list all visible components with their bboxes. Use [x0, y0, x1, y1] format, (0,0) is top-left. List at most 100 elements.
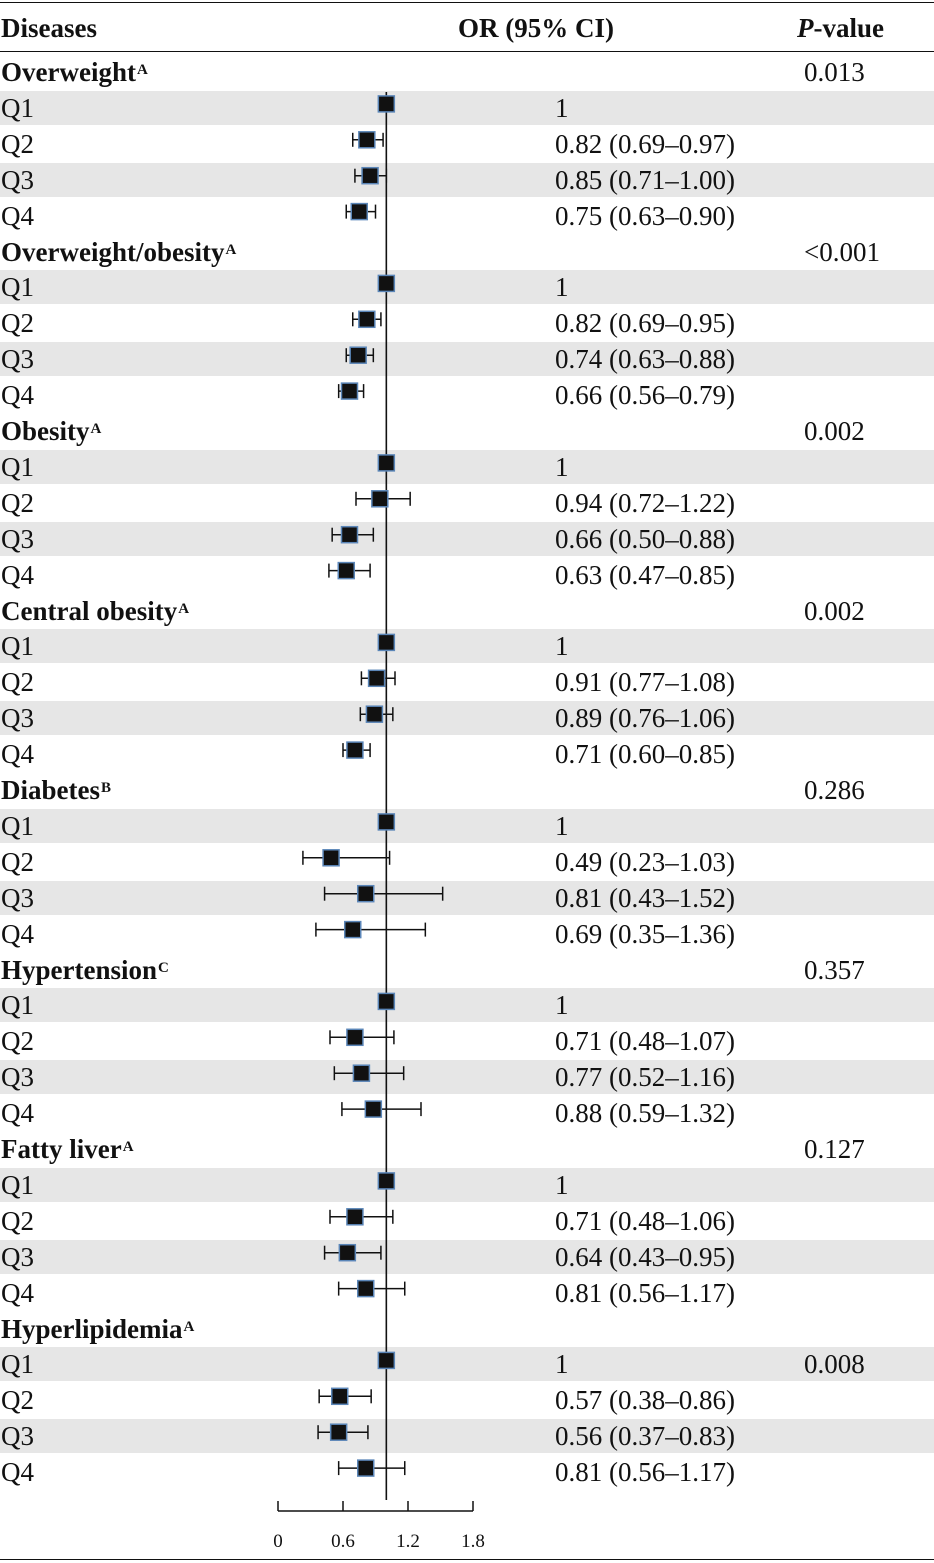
or-marker [331, 1387, 349, 1406]
row-band [0, 162, 934, 197]
or-ci-value: 0.82 (0.69–0.95) [555, 308, 735, 339]
quartile-label: Q3 [1, 1421, 34, 1452]
quartile-label: Q1 [1, 272, 34, 303]
group-name: Central obesity [1, 595, 178, 626]
bottom-rule [0, 1559, 934, 1560]
or-ci-value: 0.66 (0.50–0.88) [555, 523, 735, 554]
quartile-label: Q4 [1, 1277, 34, 1308]
x-tick-label: 1.2 [396, 1531, 420, 1552]
quartile-label: Q1 [1, 810, 34, 841]
or-ci-value: 0.88 (0.59–1.32) [555, 1098, 735, 1129]
or-ci-value: 0.49 (0.23–1.03) [555, 846, 735, 877]
group-footnote-mark: A [122, 1139, 134, 1155]
or-ci-value: 0.71 (0.48–1.06) [555, 1205, 735, 1236]
or-ci-value: 0.63 (0.47–0.85) [555, 559, 735, 590]
or-ci-value: 0.94 (0.72–1.22) [555, 487, 735, 518]
group-footnote-mark: C [158, 959, 169, 976]
or-marker [340, 525, 359, 544]
or-ci-value: 0.69 (0.35–1.36) [555, 918, 735, 949]
p-value: 0.127 [804, 1134, 865, 1164]
p-value: 0.008 [804, 1349, 865, 1380]
or-marker [340, 382, 359, 400]
group-label: HypertensionC [1, 952, 169, 988]
or-marker [346, 1028, 364, 1047]
or-marker [377, 992, 396, 1011]
or-marker [346, 741, 364, 759]
row-band [0, 629, 934, 664]
quartile-label: Q3 [1, 523, 34, 554]
or-ci-value: 0.64 (0.43–0.95) [555, 1241, 735, 1272]
or-marker [367, 669, 386, 688]
row-band [0, 1239, 934, 1274]
or-marker [346, 1208, 364, 1226]
row-band [0, 521, 934, 556]
or-marker [358, 310, 376, 329]
group-label: Overweight/obesityA [1, 234, 236, 270]
row-band [0, 880, 934, 915]
group-footnote-mark: A [136, 62, 148, 78]
row-band [0, 1347, 934, 1382]
or-marker [377, 1351, 396, 1370]
quartile-label: Q1 [1, 451, 34, 482]
quartile-label: Q4 [1, 1457, 34, 1488]
row-band [0, 701, 934, 736]
or-ci-value: 0.75 (0.63–0.90) [555, 200, 735, 231]
or-ci-value: 0.57 (0.38–0.86) [555, 1385, 735, 1416]
group-footnote-mark: A [225, 241, 237, 258]
or-ci-value: 1 [555, 810, 569, 841]
or-marker [350, 202, 368, 221]
quartile-label: Q2 [1, 1026, 34, 1057]
or-ci-value: 1 [555, 272, 569, 303]
group-name: Hypertension [1, 954, 158, 985]
quartile-label: Q4 [1, 200, 34, 231]
group-name: Overweight [1, 57, 136, 87]
column-header-diseases: Diseases [1, 13, 97, 43]
x-tick-label: 1.8 [461, 1531, 485, 1552]
quartile-label: Q3 [1, 1241, 34, 1272]
quartile-label: Q2 [1, 667, 34, 698]
or-ci-value: 0.91 (0.77–1.08) [555, 667, 735, 698]
group-footnote-mark: A [90, 421, 102, 437]
row-band [0, 1060, 934, 1095]
quartile-label: Q3 [1, 344, 34, 375]
p-value: 0.013 [804, 57, 865, 87]
or-marker [344, 920, 362, 939]
quartile-label: Q1 [1, 92, 34, 123]
or-ci-value: 1 [555, 631, 569, 662]
p-value: 0.357 [804, 954, 865, 985]
row-band [0, 808, 934, 843]
quartile-label: Q4 [1, 1098, 34, 1129]
or-ci-value: 1 [555, 451, 569, 482]
or-marker [365, 705, 384, 723]
or-ci-value: 0.81 (0.56–1.17) [555, 1277, 735, 1308]
or-marker [352, 1064, 371, 1082]
group-label: DiabetesB [1, 772, 111, 808]
or-ci-value: 0.85 (0.71–1.00) [555, 164, 735, 195]
quartile-label: Q4 [1, 918, 34, 949]
or-marker [338, 1243, 357, 1262]
or-marker [377, 813, 396, 831]
quartile-label: Q3 [1, 1062, 34, 1093]
quartile-label: Q1 [1, 1169, 34, 1200]
or-marker [322, 849, 340, 867]
or-marker [377, 274, 396, 293]
group-footnote-mark: B [100, 780, 111, 796]
or-marker [377, 1172, 396, 1190]
group-label: ObesityA [1, 413, 101, 449]
or-ci-value: 1 [555, 92, 569, 123]
group-name: Hyperlipidemia [1, 1313, 183, 1344]
or-ci-value: 0.74 (0.63–0.88) [555, 344, 735, 375]
or-marker [357, 1459, 375, 1477]
quartile-label: Q2 [1, 1205, 34, 1236]
or-marker [337, 561, 355, 580]
or-marker [361, 166, 379, 185]
or-marker [371, 490, 389, 508]
group-label: Fatty liverA [1, 1131, 134, 1167]
row-band [0, 1167, 934, 1202]
quartile-label: Q3 [1, 703, 34, 734]
group-name: Diabetes [1, 775, 100, 805]
column-header-p-value: P-value [797, 10, 884, 46]
p-value: 0.002 [804, 416, 865, 446]
